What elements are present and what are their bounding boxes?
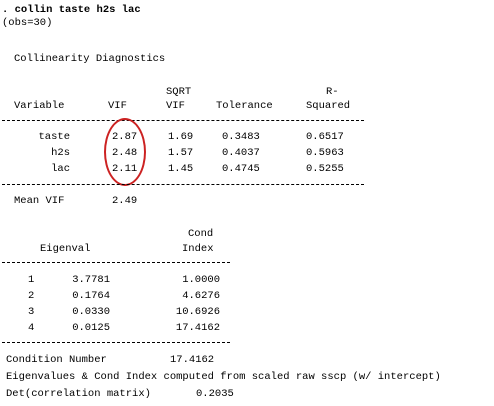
mean-vif-label: Mean VIF	[14, 195, 65, 207]
cell-tolerance: 0.4745	[222, 163, 260, 175]
cell-sqrt-vif: 1.45	[168, 163, 194, 175]
cell-eigenval: 0.1764	[72, 290, 110, 302]
cell-cond-index: 17.4162	[175, 322, 220, 334]
header-sqrt: SQRT	[166, 86, 192, 98]
cell-eigen-number: 4	[28, 322, 35, 334]
cell-eigen-number: 3	[28, 306, 35, 318]
vif-highlight-circle	[104, 118, 146, 186]
cell-cond-index: 1.0000	[182, 274, 220, 286]
table-rule	[2, 342, 230, 343]
cell-variable: lac	[51, 163, 70, 175]
cell-r-squared: 0.6517	[306, 131, 344, 143]
header-variable: Variable	[14, 100, 65, 112]
det-value: 0.2035	[196, 388, 234, 400]
table-rule	[2, 184, 364, 185]
footnote: Eigenvalues & Cond Index computed from s…	[6, 371, 441, 383]
cell-sqrt-vif: 1.69	[168, 131, 194, 143]
header-r-squared: Squared	[306, 100, 351, 112]
section-title: Collinearity Diagnostics	[14, 53, 166, 65]
command-line: . collin taste h2s lac	[2, 4, 141, 16]
cell-eigenval: 0.0125	[72, 322, 110, 334]
header-index: Index	[182, 243, 214, 255]
cell-eigenval: 0.0330	[72, 306, 110, 318]
table-rule	[2, 120, 364, 121]
cell-eigen-number: 2	[28, 290, 35, 302]
header-cond: Cond	[188, 228, 214, 240]
cell-cond-index: 4.6276	[182, 290, 220, 302]
cell-tolerance: 0.4037	[222, 147, 260, 159]
cell-tolerance: 0.3483	[222, 131, 260, 143]
header-eigenval: Eigenval	[40, 243, 91, 255]
header-r: R-	[326, 86, 339, 98]
header-tolerance: Tolerance	[216, 100, 273, 112]
header-vif: VIF	[108, 100, 127, 112]
cell-variable: h2s	[51, 147, 70, 159]
cell-r-squared: 0.5963	[306, 147, 344, 159]
mean-vif-value: 2.49	[112, 195, 138, 207]
det-label: Det(correlation matrix)	[6, 388, 151, 400]
table-rule	[2, 262, 230, 263]
obs-count: (obs=30)	[2, 17, 53, 29]
cell-eigenval: 3.7781	[72, 274, 110, 286]
cell-cond-index: 10.6926	[175, 306, 220, 318]
header-sqrt-vif: VIF	[166, 100, 185, 112]
cell-r-squared: 0.5255	[306, 163, 344, 175]
cell-sqrt-vif: 1.57	[168, 147, 194, 159]
condition-number-label: Condition Number	[6, 354, 107, 366]
condition-number-value: 17.4162	[170, 354, 215, 366]
cell-variable: taste	[38, 131, 70, 143]
cell-eigen-number: 1	[28, 274, 35, 286]
